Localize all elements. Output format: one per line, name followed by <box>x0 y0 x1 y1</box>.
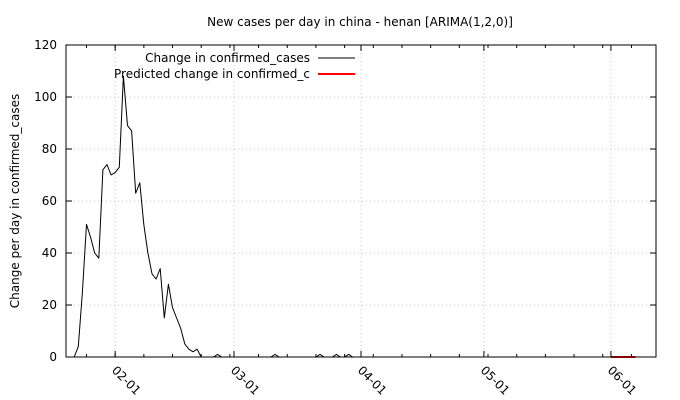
y-axis-label: Change per day in confirmed_cases <box>8 94 22 309</box>
x-tick-label: 03-01 <box>228 363 263 398</box>
chart-title: New cases per day in china - henan [ARIM… <box>207 15 513 29</box>
y-tick-label: 0 <box>49 350 57 364</box>
y-tick-label: 120 <box>34 38 57 52</box>
x-axis: 02-01 03-01 04-01 05-01 06-01 <box>85 45 640 398</box>
y-tick-label: 60 <box>42 194 57 208</box>
y-tick-label: 40 <box>42 246 57 260</box>
y-axis: 0 20 40 60 80 100 120 <box>34 38 656 364</box>
y-tick-label: 20 <box>42 298 57 312</box>
legend-label: Predicted change in confirmed_c <box>114 67 310 81</box>
y-tick-label: 100 <box>34 90 57 104</box>
x-tick-label: 05-01 <box>478 363 513 398</box>
legend-label: Change in confirmed_cases <box>145 51 310 65</box>
grid <box>66 45 656 357</box>
legend: Change in confirmed_cases Predicted chang… <box>114 51 355 81</box>
plot-area <box>73 75 644 358</box>
x-tick-label: 02-01 <box>109 363 144 398</box>
y-tick-label: 80 <box>42 142 57 156</box>
series-line-confirmed <box>73 75 644 358</box>
x-tick-label: 04-01 <box>355 363 390 398</box>
x-tick-label: 06-01 <box>605 363 640 398</box>
